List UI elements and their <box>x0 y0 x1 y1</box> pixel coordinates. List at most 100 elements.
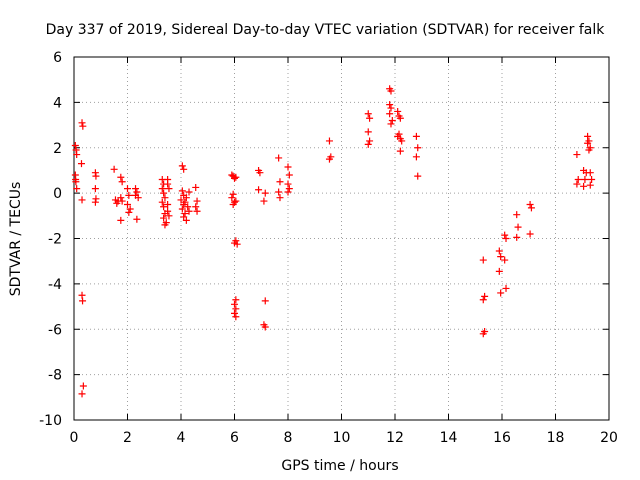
data-point <box>325 155 333 163</box>
y-axis-title: SDTVAR / TECUs <box>8 182 24 297</box>
data-point <box>396 114 404 122</box>
data-point <box>284 188 292 196</box>
data-point <box>193 197 201 205</box>
axis-ticks: 0 2 4 6 8 10 12 14 16 18 20 -10 -8 -6 -4 -2 0 2 4 6 <box>39 50 618 446</box>
data-point <box>386 110 394 118</box>
data-point <box>580 182 588 190</box>
data-point <box>479 330 487 338</box>
data-point <box>160 189 168 197</box>
data-point <box>77 160 85 168</box>
data-point <box>502 284 510 292</box>
data-point <box>231 309 238 317</box>
data-point <box>110 165 118 173</box>
data-point <box>78 390 86 398</box>
data-point <box>573 180 581 188</box>
data-point <box>193 207 201 215</box>
x-tick-label: 4 <box>177 430 186 446</box>
y-tick-label: 4 <box>53 95 62 111</box>
x-tick-label: 8 <box>284 430 293 446</box>
data-point <box>513 233 521 241</box>
data-point <box>255 186 263 194</box>
data-point <box>275 188 283 196</box>
data-point <box>133 188 141 196</box>
data-point <box>256 169 264 177</box>
data-point <box>134 194 142 202</box>
x-tick-label: 16 <box>493 430 511 446</box>
data-point <box>285 185 293 193</box>
data-point <box>71 141 79 149</box>
data-point <box>78 196 86 204</box>
y-tick-label: 0 <box>53 186 62 202</box>
x-tick-label: 0 <box>70 430 79 446</box>
data-point <box>178 205 186 213</box>
data-point <box>185 188 193 196</box>
data-point <box>118 178 126 186</box>
data-point <box>180 165 188 173</box>
data-point <box>366 137 374 145</box>
data-point <box>387 104 395 112</box>
data-point <box>181 198 189 206</box>
data-point <box>387 120 395 128</box>
data-point <box>414 144 422 152</box>
x-tick-label: 12 <box>386 430 404 446</box>
data-point <box>285 171 293 179</box>
data-point <box>126 205 134 213</box>
data-point <box>412 153 420 161</box>
data-point <box>276 194 284 202</box>
data-points <box>71 85 596 398</box>
data-point <box>231 300 238 308</box>
data-point <box>574 176 582 184</box>
data-point <box>132 185 140 193</box>
data-point <box>232 313 240 321</box>
data-point <box>275 154 283 162</box>
x-tick-label: 18 <box>547 430 565 446</box>
data-point <box>164 200 172 208</box>
data-point <box>386 101 394 109</box>
x-tick-label: 20 <box>600 430 618 446</box>
data-point <box>584 132 592 140</box>
data-point <box>232 305 240 313</box>
data-point <box>118 197 126 205</box>
data-point <box>501 256 509 264</box>
grid <box>74 57 609 420</box>
data-point <box>526 230 534 238</box>
data-point <box>261 189 269 197</box>
data-point <box>586 169 594 177</box>
data-point <box>125 191 133 199</box>
data-point <box>364 140 372 148</box>
data-point <box>284 180 292 188</box>
data-point <box>165 212 173 220</box>
data-point <box>79 297 87 305</box>
data-point <box>502 235 510 242</box>
x-tick-label: 10 <box>333 430 351 446</box>
data-point <box>260 197 268 205</box>
x-tick-label: 2 <box>123 430 132 446</box>
data-point <box>91 198 99 206</box>
data-point <box>133 215 141 223</box>
y-tick-label: 6 <box>53 50 62 66</box>
chart-title: Day 337 of 2019, Sidereal Day-to-day VTE… <box>46 22 606 38</box>
data-point <box>481 292 489 300</box>
data-point <box>232 173 240 181</box>
data-point <box>160 203 168 211</box>
y-tick-label: 2 <box>53 141 62 157</box>
data-point <box>513 211 521 219</box>
data-point <box>588 176 596 184</box>
data-point <box>192 203 200 211</box>
data-point <box>181 210 189 218</box>
y-tick-label: -10 <box>39 413 62 429</box>
data-point <box>231 239 238 247</box>
data-point <box>261 297 269 305</box>
data-point <box>479 256 487 264</box>
data-point <box>232 197 240 205</box>
data-point <box>414 172 422 180</box>
data-point <box>229 190 237 198</box>
x-tick-label: 14 <box>440 430 458 446</box>
data-point <box>117 216 125 224</box>
y-tick-label: -2 <box>48 232 62 248</box>
data-point <box>161 194 169 202</box>
data-point <box>185 207 193 215</box>
data-point <box>192 183 200 191</box>
data-point <box>514 223 522 231</box>
